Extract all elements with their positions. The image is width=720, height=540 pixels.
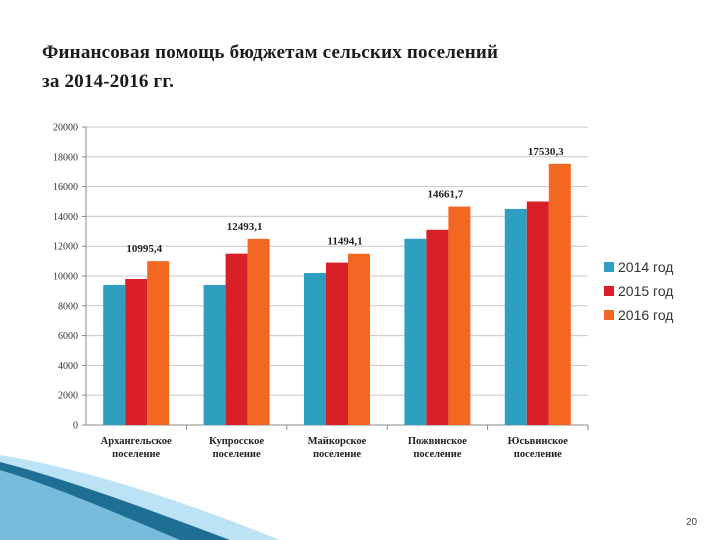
bar: [147, 261, 170, 425]
y-tick-label: 10000: [53, 272, 78, 283]
data-label: 12493,1: [227, 221, 263, 233]
bar: [103, 284, 126, 425]
legend-label: 2014 год: [618, 259, 673, 275]
bar: [203, 284, 226, 425]
legend-label: 2015 год: [618, 283, 673, 299]
slide-title: Финансовая помощь бюджетам сельских посе…: [42, 38, 602, 96]
legend-swatch: [604, 262, 614, 272]
data-label: 11494,1: [327, 236, 362, 248]
slide-title-line-2: за 2014-2016 гг.: [42, 71, 175, 92]
y-tick-label: 12000: [53, 242, 78, 253]
category-label: Майкорское: [308, 436, 367, 447]
bar: [448, 206, 471, 425]
bar: [125, 278, 148, 425]
page-number: 20: [686, 517, 698, 528]
y-tick-label: 2000: [58, 391, 78, 402]
data-label: 10995,4: [126, 243, 162, 255]
category-label: Купросское: [209, 436, 264, 447]
category-label: Пожвинское: [408, 436, 467, 447]
slide-title-line-1: Финансовая помощь бюджетам сельских посе…: [42, 42, 499, 63]
bar: [304, 273, 326, 425]
category-label: поселение: [112, 449, 160, 460]
bar: [225, 253, 248, 425]
data-label: 17530,3: [528, 146, 564, 158]
legend-label: 2016 год: [618, 307, 673, 323]
wave-decoration-highlight: [0, 470, 180, 540]
bar: [426, 229, 449, 425]
bar: [348, 253, 370, 425]
y-tick-label: 20000: [53, 123, 78, 134]
y-tick-label: 16000: [53, 182, 78, 193]
data-label: 14661,7: [428, 189, 464, 201]
bar: [526, 201, 549, 425]
bar: [326, 262, 348, 425]
y-tick-label: 0: [73, 421, 78, 432]
bar: [247, 238, 270, 425]
category-label: Юсьвинское: [508, 436, 569, 447]
legend-swatch: [604, 286, 614, 296]
category-label: поселение: [413, 449, 461, 460]
y-tick-label: 8000: [58, 301, 78, 312]
bar: [404, 238, 427, 425]
legend-swatch: [604, 310, 614, 320]
y-tick-label: 14000: [53, 212, 78, 223]
category-label: поселение: [213, 449, 261, 460]
category-label: поселение: [313, 449, 361, 460]
bar: [548, 163, 571, 425]
category-label: поселение: [514, 449, 562, 460]
y-tick-label: 18000: [53, 152, 78, 163]
bar: [504, 208, 527, 425]
y-tick-label: 4000: [58, 361, 78, 372]
y-tick-label: 6000: [58, 331, 78, 342]
category-label: Архангельское: [101, 436, 172, 447]
